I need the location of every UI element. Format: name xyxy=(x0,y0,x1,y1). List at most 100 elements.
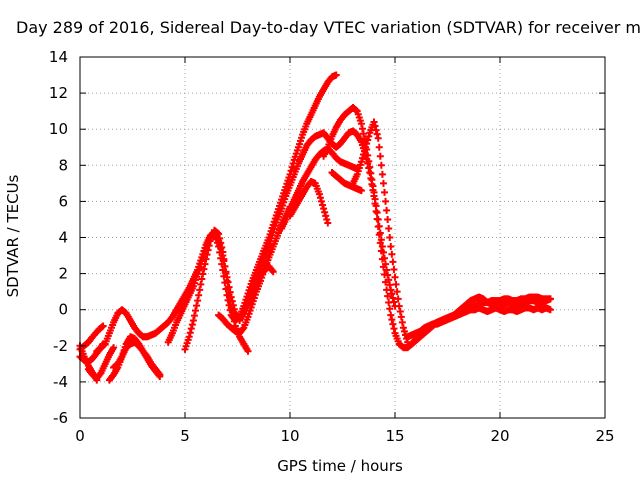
y-tick-label: 0 xyxy=(58,301,68,319)
data-point xyxy=(391,273,399,281)
data-point xyxy=(315,190,323,198)
data-point xyxy=(197,280,205,288)
data-point xyxy=(319,201,327,209)
data-point xyxy=(332,71,340,79)
data-point xyxy=(110,344,118,352)
y-tick-label: 10 xyxy=(49,120,68,138)
data-point xyxy=(382,197,390,205)
x-tick-label: 20 xyxy=(490,427,509,445)
data-point xyxy=(397,313,405,321)
x-tick-label: 15 xyxy=(385,427,404,445)
series-11 xyxy=(236,262,277,325)
data-point xyxy=(195,291,203,299)
data-point xyxy=(387,311,395,319)
data-point xyxy=(215,230,223,238)
x-tick-label: 10 xyxy=(280,427,299,445)
data-point xyxy=(387,286,395,294)
y-tick-label: 8 xyxy=(58,156,68,174)
data-point xyxy=(229,313,237,321)
data-point xyxy=(219,248,227,256)
data-point xyxy=(370,118,378,126)
data-point xyxy=(357,120,365,128)
y-tick-label: -2 xyxy=(53,337,68,355)
data-point xyxy=(396,308,404,316)
data-point xyxy=(228,308,236,316)
data-point xyxy=(383,206,391,214)
data-point xyxy=(358,125,366,133)
data-point xyxy=(194,297,202,305)
data-point xyxy=(316,194,324,202)
data-point xyxy=(381,254,388,262)
data-point xyxy=(400,327,408,335)
data-point xyxy=(357,187,365,195)
data-point xyxy=(399,324,407,332)
data-point xyxy=(216,234,224,242)
data-point xyxy=(376,229,384,237)
data-point xyxy=(367,169,375,177)
data-point xyxy=(394,295,402,303)
data-point xyxy=(393,288,401,296)
data-point xyxy=(373,209,381,217)
data-point xyxy=(392,280,400,288)
data-point xyxy=(320,205,328,213)
data-point xyxy=(384,292,392,300)
data-point xyxy=(384,215,392,223)
x-tick-label: 0 xyxy=(75,427,85,445)
data-point xyxy=(395,302,403,310)
data-point xyxy=(368,176,376,184)
data-point xyxy=(377,236,385,244)
data-markers xyxy=(76,71,554,384)
data-point xyxy=(390,298,398,306)
data-point xyxy=(361,147,369,155)
data-point xyxy=(390,266,398,274)
data-point xyxy=(185,333,193,341)
data-point xyxy=(196,286,204,294)
data-point xyxy=(324,219,332,227)
data-point xyxy=(388,290,396,298)
x-tick-label: 25 xyxy=(595,427,614,445)
data-point xyxy=(369,182,377,190)
y-tick-label: -4 xyxy=(53,373,68,391)
series-6 xyxy=(110,338,164,379)
data-point xyxy=(204,246,212,254)
data-point xyxy=(385,224,393,232)
series-14 xyxy=(320,104,399,310)
x-tick-label: 5 xyxy=(180,427,190,445)
data-point xyxy=(386,305,394,313)
data-point xyxy=(202,255,210,263)
series-4 xyxy=(93,71,340,355)
data-point xyxy=(192,307,199,315)
data-point xyxy=(386,281,394,289)
data-point xyxy=(377,161,385,169)
data-point xyxy=(360,130,367,138)
y-axis-label: SDTVAR / TECUs xyxy=(4,174,22,297)
plot-frame xyxy=(79,56,606,419)
data-point xyxy=(382,260,390,268)
y-tick-label: 12 xyxy=(49,84,68,102)
y-tick-label: 6 xyxy=(58,192,68,210)
data-point xyxy=(200,265,208,273)
data-point xyxy=(318,197,325,205)
data-point xyxy=(387,243,395,251)
data-point xyxy=(384,271,392,279)
data-point xyxy=(189,317,197,325)
data-point xyxy=(546,295,554,303)
data-point xyxy=(366,163,374,171)
data-point xyxy=(217,239,225,247)
data-point xyxy=(193,302,201,310)
data-point xyxy=(372,126,380,134)
data-point xyxy=(379,179,387,187)
data-point xyxy=(389,320,397,328)
data-point xyxy=(386,234,394,241)
data-point xyxy=(223,277,231,285)
series-12 xyxy=(278,145,361,232)
grid-lines xyxy=(80,57,605,418)
data-point xyxy=(375,143,383,151)
data-point xyxy=(227,304,235,312)
data-point xyxy=(222,270,230,278)
data-point xyxy=(374,134,382,142)
data-point xyxy=(381,188,388,196)
data-point xyxy=(372,202,380,210)
data-point xyxy=(546,306,554,314)
